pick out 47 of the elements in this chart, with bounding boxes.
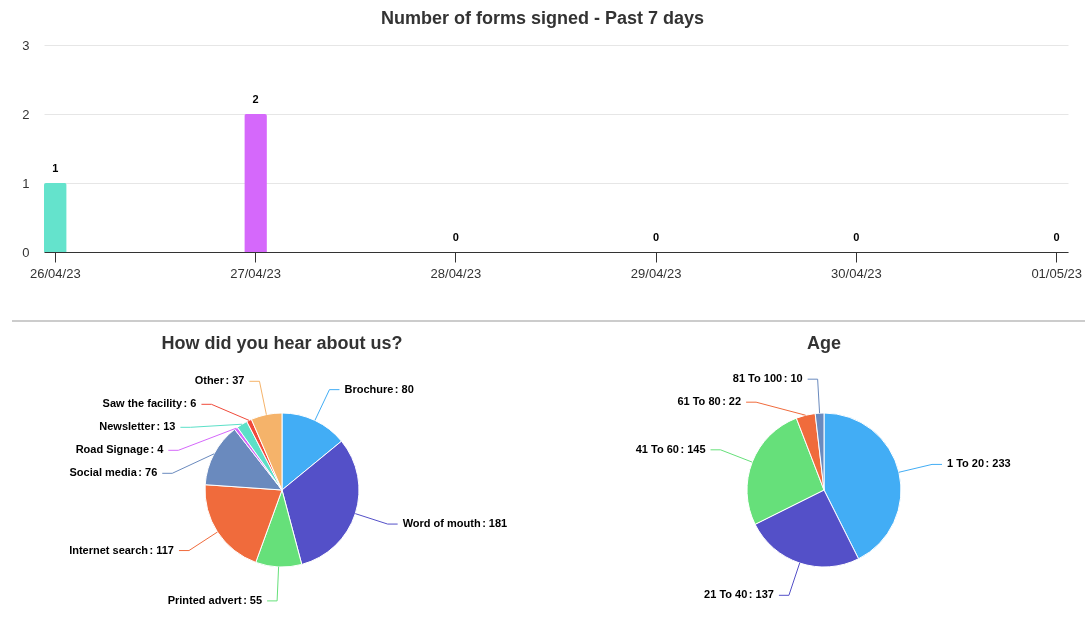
slice-label: 81 To 100 bbox=[732, 372, 783, 385]
data-label: : 10 bbox=[783, 372, 803, 385]
chart-title: Number of forms signed - Past 7 days bbox=[380, 8, 705, 28]
data-label: : 233 bbox=[985, 457, 1011, 470]
data-label: : 22 bbox=[722, 395, 742, 408]
slice-label: Internet search bbox=[69, 543, 149, 556]
data-label: 0 bbox=[452, 231, 459, 243]
x-tick-label: 27/04/23 bbox=[230, 265, 281, 281]
data-label: : 13 bbox=[156, 420, 176, 433]
data-label: : 76 bbox=[138, 466, 158, 479]
chart-title: How did you hear about us? bbox=[161, 333, 403, 353]
data-label: 1 bbox=[52, 162, 59, 174]
data-label: 0 bbox=[1053, 231, 1060, 243]
slice-label: Other bbox=[194, 374, 225, 387]
chart-title: Age bbox=[806, 333, 842, 353]
data-label: : 80 bbox=[394, 382, 414, 395]
slice-label: Word of mouth bbox=[402, 517, 481, 530]
y-tick-label: 1 bbox=[22, 175, 30, 191]
data-label: : 137 bbox=[748, 588, 774, 601]
slice-label: Printed advert bbox=[167, 593, 242, 606]
data-label: : 181 bbox=[482, 517, 508, 530]
slice-label: 1 To 20 bbox=[947, 457, 985, 470]
y-tick-label: 3 bbox=[22, 37, 30, 53]
y-tick-label: 2 bbox=[22, 106, 30, 122]
x-tick-label: 01/05/23 bbox=[1031, 265, 1082, 281]
x-tick-label: 29/04/23 bbox=[630, 265, 682, 281]
data-label: : 55 bbox=[243, 593, 263, 606]
slice-label: 21 To 40 bbox=[704, 588, 748, 601]
data-label: : 4 bbox=[150, 443, 165, 456]
x-tick-label: 30/04/23 bbox=[831, 265, 882, 281]
data-label: 0 bbox=[853, 231, 860, 243]
x-tick-label: 26/04/23 bbox=[30, 265, 81, 281]
data-label: 0 bbox=[653, 231, 660, 243]
data-label: : 6 bbox=[183, 397, 197, 410]
slice-label: Saw the facility bbox=[102, 397, 183, 410]
slice-label: 61 To 80 bbox=[677, 395, 721, 408]
y-tick-label: 0 bbox=[22, 244, 30, 260]
slice-label: Newsletter bbox=[99, 420, 156, 433]
data-label: 2 bbox=[252, 93, 259, 105]
slice-label: 41 To 60 bbox=[635, 442, 679, 455]
slice-label: Road Signage bbox=[75, 443, 149, 456]
data-label: : 117 bbox=[149, 543, 174, 556]
x-tick-label: 28/04/23 bbox=[430, 265, 482, 281]
data-label: : 145 bbox=[680, 442, 706, 455]
data-label: : 37 bbox=[225, 374, 245, 387]
slice-label: Social media bbox=[69, 466, 138, 479]
slice-label: Brochure bbox=[344, 382, 394, 395]
